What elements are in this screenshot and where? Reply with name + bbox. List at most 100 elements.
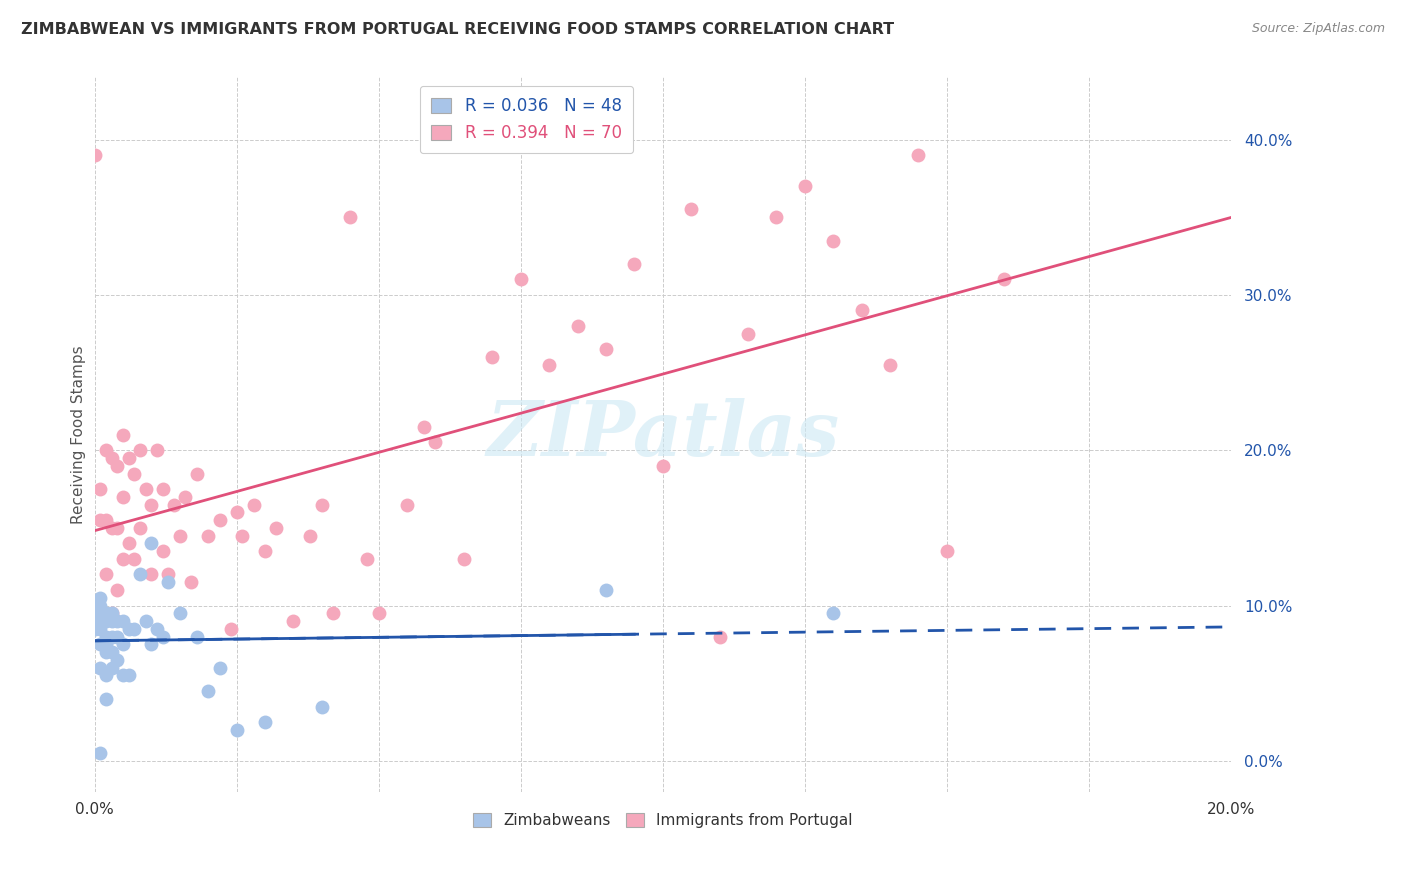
Point	[283, 614, 305, 628]
Point	[481, 350, 503, 364]
Point	[879, 358, 901, 372]
Point	[105, 653, 128, 667]
Point	[111, 552, 134, 566]
Point	[89, 614, 111, 628]
Point	[141, 567, 163, 582]
Point	[823, 607, 845, 621]
Point	[169, 607, 191, 621]
Point	[124, 467, 146, 481]
Point	[651, 458, 673, 473]
Point	[186, 630, 208, 644]
Point	[94, 645, 117, 659]
Point	[89, 661, 111, 675]
Point	[219, 622, 242, 636]
Point	[124, 622, 146, 636]
Point	[100, 645, 122, 659]
Point	[322, 607, 344, 621]
Point	[83, 614, 105, 628]
Point	[89, 591, 111, 605]
Point	[111, 637, 134, 651]
Point	[242, 498, 264, 512]
Point	[141, 637, 163, 651]
Text: ZIPatlas: ZIPatlas	[486, 398, 839, 472]
Point	[111, 490, 134, 504]
Point	[152, 482, 174, 496]
Point	[146, 443, 169, 458]
Point	[765, 211, 787, 225]
Point	[595, 582, 617, 597]
Point	[851, 303, 873, 318]
Point	[129, 443, 152, 458]
Point	[118, 622, 141, 636]
Point	[993, 272, 1015, 286]
Point	[94, 567, 117, 582]
Point	[94, 607, 117, 621]
Point	[231, 529, 253, 543]
Point	[157, 567, 180, 582]
Point	[118, 536, 141, 550]
Point	[311, 699, 333, 714]
Point	[83, 148, 105, 162]
Point	[83, 622, 105, 636]
Point	[208, 661, 231, 675]
Text: Source: ZipAtlas.com: Source: ZipAtlas.com	[1251, 22, 1385, 36]
Point	[89, 637, 111, 651]
Point	[253, 714, 276, 729]
Point	[111, 614, 134, 628]
Point	[94, 513, 117, 527]
Point	[100, 607, 122, 621]
Point	[118, 668, 141, 682]
Point	[152, 544, 174, 558]
Point	[623, 257, 645, 271]
Point	[105, 582, 128, 597]
Point	[413, 420, 436, 434]
Point	[105, 521, 128, 535]
Point	[100, 607, 122, 621]
Point	[83, 607, 105, 621]
Point	[94, 443, 117, 458]
Legend: Zimbabweans, Immigrants from Portugal: Zimbabweans, Immigrants from Portugal	[467, 807, 859, 834]
Point	[146, 622, 169, 636]
Y-axis label: Receiving Food Stamps: Receiving Food Stamps	[72, 345, 86, 524]
Point	[186, 467, 208, 481]
Point	[152, 630, 174, 644]
Point	[135, 614, 157, 628]
Point	[793, 179, 815, 194]
Point	[509, 272, 531, 286]
Text: ZIMBABWEAN VS IMMIGRANTS FROM PORTUGAL RECEIVING FOOD STAMPS CORRELATION CHART: ZIMBABWEAN VS IMMIGRANTS FROM PORTUGAL R…	[21, 22, 894, 37]
Point	[94, 668, 117, 682]
Point	[907, 148, 929, 162]
Point	[94, 691, 117, 706]
Point	[197, 529, 219, 543]
Point	[100, 614, 122, 628]
Point	[105, 630, 128, 644]
Point	[567, 318, 589, 333]
Point	[94, 637, 117, 651]
Point	[111, 668, 134, 682]
Point	[163, 498, 186, 512]
Point	[118, 450, 141, 465]
Point	[709, 630, 731, 644]
Point	[89, 622, 111, 636]
Point	[89, 607, 111, 621]
Point	[299, 529, 322, 543]
Point	[823, 234, 845, 248]
Point	[356, 552, 378, 566]
Point	[737, 326, 759, 341]
Point	[100, 521, 122, 535]
Point	[100, 450, 122, 465]
Point	[169, 529, 191, 543]
Point	[135, 482, 157, 496]
Point	[89, 599, 111, 613]
Point	[89, 482, 111, 496]
Point	[141, 498, 163, 512]
Point	[180, 575, 202, 590]
Point	[129, 521, 152, 535]
Point	[124, 552, 146, 566]
Point	[141, 536, 163, 550]
Point	[105, 458, 128, 473]
Point	[367, 607, 389, 621]
Point	[339, 211, 361, 225]
Point	[94, 614, 117, 628]
Point	[311, 498, 333, 512]
